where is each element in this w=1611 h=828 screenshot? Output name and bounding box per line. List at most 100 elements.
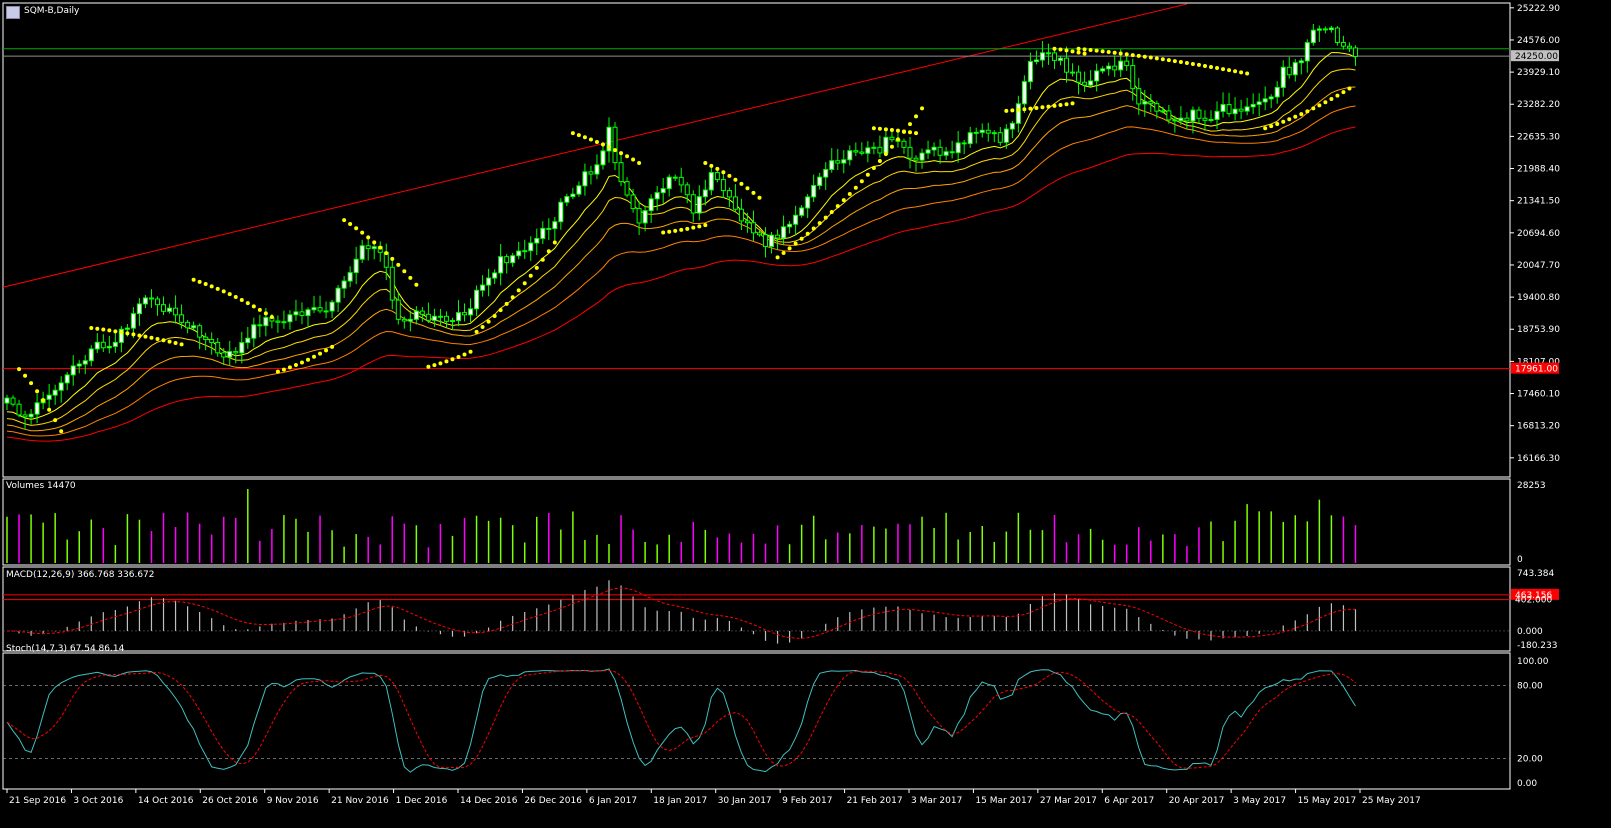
candle-body (492, 272, 498, 279)
candle-body (750, 222, 756, 234)
candle-body (841, 159, 847, 164)
parabolic-sar-dot (631, 157, 636, 162)
parabolic-sar-dot (1311, 106, 1316, 111)
parabolic-sar-dot (173, 340, 178, 345)
candle-body (82, 360, 88, 365)
parabolic-sar-dot (715, 166, 720, 171)
parabolic-sar-dot (817, 221, 822, 226)
candle-body (1051, 52, 1057, 61)
parabolic-sar-dot (263, 311, 268, 316)
parabolic-sar-dot (426, 364, 431, 369)
parabolic-sar-dot (727, 173, 732, 178)
candle-body (1094, 70, 1100, 82)
candle-body (1064, 57, 1070, 73)
candle-body (594, 164, 600, 175)
candle-body (335, 287, 341, 303)
parabolic-sar-dot (1094, 48, 1099, 53)
time-axis-label: 6 Jan 2017 (589, 796, 637, 806)
time-axis-label: 6 Apr 2017 (1104, 796, 1154, 806)
parabolic-sar-dot (703, 160, 708, 165)
price-axis-label: 23282.20 (1517, 100, 1560, 110)
parabolic-sar-dot (1329, 96, 1334, 101)
candle-body (209, 339, 215, 343)
parabolic-sar-dot (908, 122, 912, 127)
time-axis-label: 27 Mar 2017 (1040, 796, 1097, 806)
candle-body (654, 192, 660, 200)
price-axis-label: 22635.30 (1517, 132, 1560, 142)
candle-body (365, 245, 371, 250)
candle-body (744, 220, 750, 224)
time-axis-label: 3 May 2017 (1233, 796, 1286, 806)
candle-body (70, 365, 76, 376)
candle-body (299, 311, 305, 317)
candle-body (720, 179, 726, 192)
stoch-axis-label: 80.00 (1517, 681, 1543, 691)
time-axis-label: 21 Sep 2016 (9, 796, 66, 806)
parabolic-sar-dot (920, 106, 925, 111)
panel-frame (2, 652, 1511, 790)
candle-body (1232, 108, 1238, 115)
time-axis-label: 26 Oct 2016 (202, 796, 258, 806)
parabolic-sar-dot (582, 135, 587, 140)
stoch-panel-label: Stoch(14,7,3) 67.54 86.14 (6, 644, 125, 654)
candle-body (1304, 42, 1310, 62)
current-price-tag (1511, 50, 1559, 62)
price-axis-label: 20694.60 (1517, 229, 1560, 239)
parabolic-sar-dot (805, 231, 810, 236)
candle-body (1106, 65, 1112, 70)
candle-body (901, 140, 907, 148)
parabolic-sar-dot (1275, 121, 1280, 126)
candle-body (696, 196, 702, 214)
candle-body (1196, 109, 1202, 119)
candle-body (793, 214, 799, 225)
candle-body (1184, 117, 1190, 122)
candle-body (407, 318, 413, 322)
price-panel (2, 3, 1510, 442)
candle-body (1262, 98, 1268, 103)
parabolic-sar-dot (781, 250, 786, 255)
parabolic-sar-dot (1022, 107, 1027, 112)
candle-body (359, 245, 365, 260)
parabolic-sar-dot (1347, 86, 1352, 91)
candle-body (799, 207, 805, 216)
candle-body (991, 132, 997, 135)
candle-body (58, 382, 64, 391)
parabolic-sar-dot (883, 127, 888, 132)
parabolic-sar-dot (619, 151, 624, 156)
candle-body (94, 341, 100, 350)
candle-body (684, 184, 690, 196)
candle-body (642, 210, 648, 224)
candle-body (317, 307, 323, 312)
candle-body (1268, 96, 1274, 100)
parabolic-sar-dot (125, 331, 130, 336)
parabolic-sar-dot (1209, 64, 1213, 69)
candle-body (943, 151, 949, 156)
time-axis-label: 9 Feb 2017 (782, 796, 832, 806)
candle-body (967, 132, 973, 145)
parabolic-sar-dot (745, 186, 750, 191)
candle-body (522, 250, 528, 253)
candle-body (227, 351, 233, 358)
parabolic-sar-dot (889, 144, 894, 149)
parabolic-sar-dot (293, 363, 298, 368)
parabolic-sar-dot (1142, 54, 1147, 59)
candle-body (389, 266, 395, 301)
candle-body (1292, 62, 1298, 76)
candle-body (805, 196, 811, 209)
parabolic-sar-dot (799, 236, 804, 241)
parabolic-sar-dot (546, 249, 551, 254)
parabolic-sar-dot (883, 151, 888, 156)
candle-body (1346, 45, 1352, 49)
candle-body (118, 328, 124, 343)
candle-body (877, 146, 883, 154)
macd-panel-label: MACD(12,26,9) 366.768 336.672 (6, 570, 155, 580)
candle-body (1310, 29, 1316, 44)
candle-body (534, 237, 540, 244)
parabolic-sar-dot (348, 222, 353, 227)
candle-body (395, 299, 401, 320)
candle-body (576, 185, 582, 195)
candle-body (1202, 117, 1208, 121)
price-axis-label: 21341.50 (1517, 197, 1560, 207)
chart-window-icon (6, 6, 20, 19)
